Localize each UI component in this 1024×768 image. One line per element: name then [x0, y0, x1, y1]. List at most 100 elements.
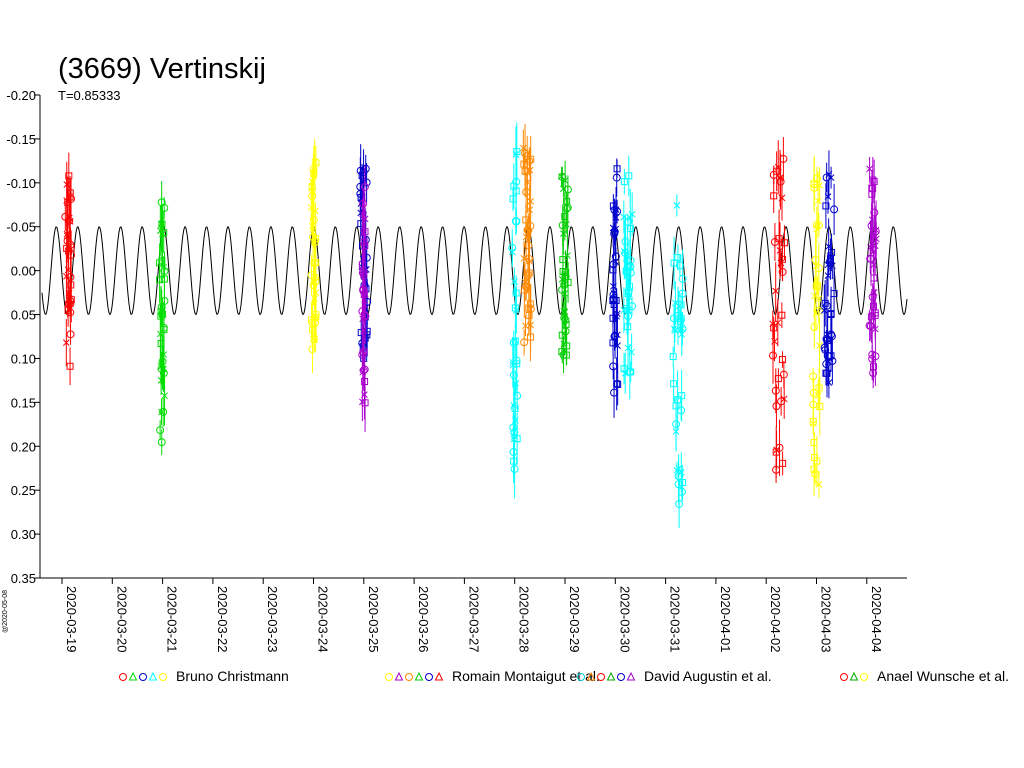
data-point [771, 386, 780, 395]
data-point [362, 178, 371, 187]
data-point [312, 235, 320, 243]
x-tick-label: 2020-03-28 [517, 586, 532, 653]
data-point [675, 499, 684, 508]
data-point [620, 178, 628, 186]
data-point [561, 213, 569, 221]
y-tick-label: -0.10 [6, 176, 36, 191]
data-point [772, 287, 780, 295]
data-point [511, 217, 520, 226]
series-cluster [809, 155, 824, 498]
data-point [830, 290, 838, 298]
data-point [678, 274, 687, 283]
data-point [811, 255, 820, 264]
data-point [361, 215, 369, 223]
data-point [771, 338, 778, 345]
data-point [521, 167, 529, 175]
data-point [513, 148, 521, 156]
x-tick-label: 2020-03-22 [215, 586, 230, 653]
data-point [560, 230, 567, 238]
data-point [158, 220, 165, 228]
data-point [677, 469, 685, 476]
data-point [620, 248, 628, 255]
x-tick-label: 2020-04-02 [768, 586, 783, 653]
data-point [827, 332, 836, 341]
data-point [360, 230, 367, 237]
data-point [678, 324, 687, 333]
data-point [871, 311, 879, 319]
data-point [524, 241, 533, 250]
data-point [361, 312, 370, 321]
data-point [779, 459, 787, 467]
data-point [157, 303, 166, 312]
data-point [157, 438, 166, 447]
legend-label: Romain Montaigut et al. [452, 668, 600, 684]
data-point [523, 226, 532, 235]
data-point [810, 465, 818, 473]
data-point [815, 384, 823, 392]
data-point [562, 204, 571, 213]
x-tick-label: 2020-03-29 [567, 586, 582, 653]
data-point [867, 313, 875, 321]
legend-marker [394, 671, 404, 681]
legend-marker [597, 673, 605, 681]
data-point [811, 469, 820, 478]
y-tick-label: 0.35 [11, 571, 36, 586]
data-point [509, 195, 517, 203]
data-point [778, 255, 786, 263]
data-point [625, 282, 633, 290]
legend-marker-icon [577, 671, 636, 681]
data-point [359, 286, 367, 294]
data-point [871, 242, 879, 250]
data-point [671, 327, 679, 334]
data-point [678, 392, 686, 400]
data-point [824, 272, 832, 279]
data-point [810, 323, 819, 332]
model-curve [41, 225, 908, 316]
x-tick-label: 2020-04-01 [718, 586, 733, 653]
data-point [677, 487, 686, 496]
data-point [679, 479, 687, 487]
legend-marker [849, 671, 859, 681]
data-point [526, 206, 533, 214]
data-point [63, 181, 71, 188]
data-point [525, 304, 533, 312]
data-point [870, 208, 879, 217]
data-point [160, 203, 169, 212]
x-tick-label: 2020-03-19 [64, 586, 79, 653]
data-point [866, 322, 875, 331]
legend-marker [586, 671, 596, 681]
y-tick-label: 0.05 [11, 308, 36, 323]
data-point [508, 243, 517, 252]
data-point [869, 185, 877, 193]
model-curve-line [41, 225, 908, 316]
data-point [65, 289, 73, 297]
series-cluster [156, 180, 169, 456]
legend-marker [626, 671, 636, 681]
data-point [621, 369, 629, 377]
data-point [67, 194, 76, 203]
data-point [625, 172, 633, 180]
data-point [559, 256, 567, 264]
data-point [560, 280, 569, 289]
data-point [509, 371, 518, 380]
legend-label: Bruno Christmann [176, 668, 289, 684]
data-point [522, 233, 530, 241]
data-points [61, 122, 880, 529]
data-point [161, 392, 168, 400]
x-tick-label: 2020-03-25 [366, 586, 381, 653]
data-point [308, 192, 317, 201]
data-point [809, 420, 817, 428]
data-point [160, 263, 168, 271]
data-point [558, 331, 566, 339]
data-point [562, 220, 570, 228]
series-cluster [558, 160, 572, 374]
data-point [522, 322, 529, 330]
data-point [770, 238, 779, 247]
data-point [513, 435, 521, 443]
x-tick-label: 2020-03-27 [466, 586, 481, 653]
data-point [626, 263, 635, 272]
data-point [309, 165, 318, 174]
data-point [66, 273, 75, 282]
data-point [624, 290, 632, 298]
data-point [510, 465, 519, 474]
